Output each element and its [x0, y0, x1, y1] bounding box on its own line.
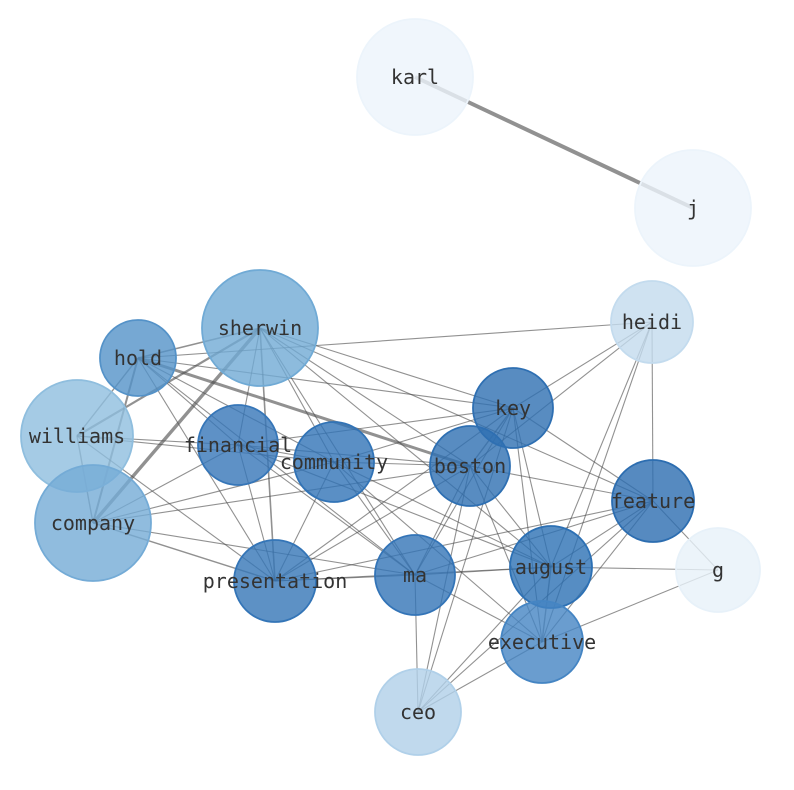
node-hold — [99, 319, 177, 397]
node-sherwin — [201, 269, 319, 387]
node-label-sherwin: sherwin — [218, 316, 302, 340]
node-ceo — [374, 668, 462, 756]
node-label-presentation: presentation — [203, 569, 348, 593]
node-label-boston: boston — [434, 454, 506, 478]
node-label-g: g — [712, 558, 724, 582]
node-label-j: j — [687, 196, 699, 220]
edge-feature-presentation — [274, 500, 654, 582]
node-label-executive: executive — [488, 630, 596, 654]
node-label-karl: karl — [391, 65, 439, 89]
node-label-key: key — [495, 396, 531, 420]
edge-sherwin-august — [259, 327, 552, 568]
node-ma — [374, 534, 456, 616]
edge-hold-key — [137, 357, 514, 409]
edge-financial-key — [237, 407, 514, 446]
node-community — [293, 421, 375, 503]
edge-hold-ma — [137, 357, 416, 576]
edges-layer — [76, 75, 719, 713]
node-presentation — [233, 539, 317, 623]
edge-financial-august — [237, 444, 552, 568]
node-financial — [197, 404, 279, 486]
node-label-ma: ma — [403, 563, 427, 587]
node-boston — [429, 425, 511, 507]
node-label-hold: hold — [114, 346, 162, 370]
node-executive — [500, 600, 584, 684]
node-heidi — [610, 280, 694, 364]
node-label-community: community — [280, 450, 388, 474]
edge-heidi-august — [550, 321, 653, 568]
node-company — [34, 464, 152, 582]
node-label-williams: williams — [29, 424, 125, 448]
node-key — [472, 367, 554, 449]
node-feature — [611, 459, 695, 543]
node-karl — [356, 18, 474, 136]
edge-sherwin-feature — [259, 327, 654, 502]
node-label-financial: financial — [184, 433, 292, 457]
node-label-company: company — [51, 511, 135, 535]
node-label-ceo: ceo — [400, 700, 436, 724]
node-label-august: august — [515, 555, 587, 579]
node-g — [675, 527, 761, 613]
node-j — [634, 149, 752, 267]
edge-company-boston — [92, 465, 471, 524]
node-label-heidi: heidi — [622, 310, 682, 334]
node-label-feature: feature — [611, 489, 695, 513]
nodes-layer — [20, 18, 761, 756]
edge-hold-boston — [137, 356, 471, 468]
